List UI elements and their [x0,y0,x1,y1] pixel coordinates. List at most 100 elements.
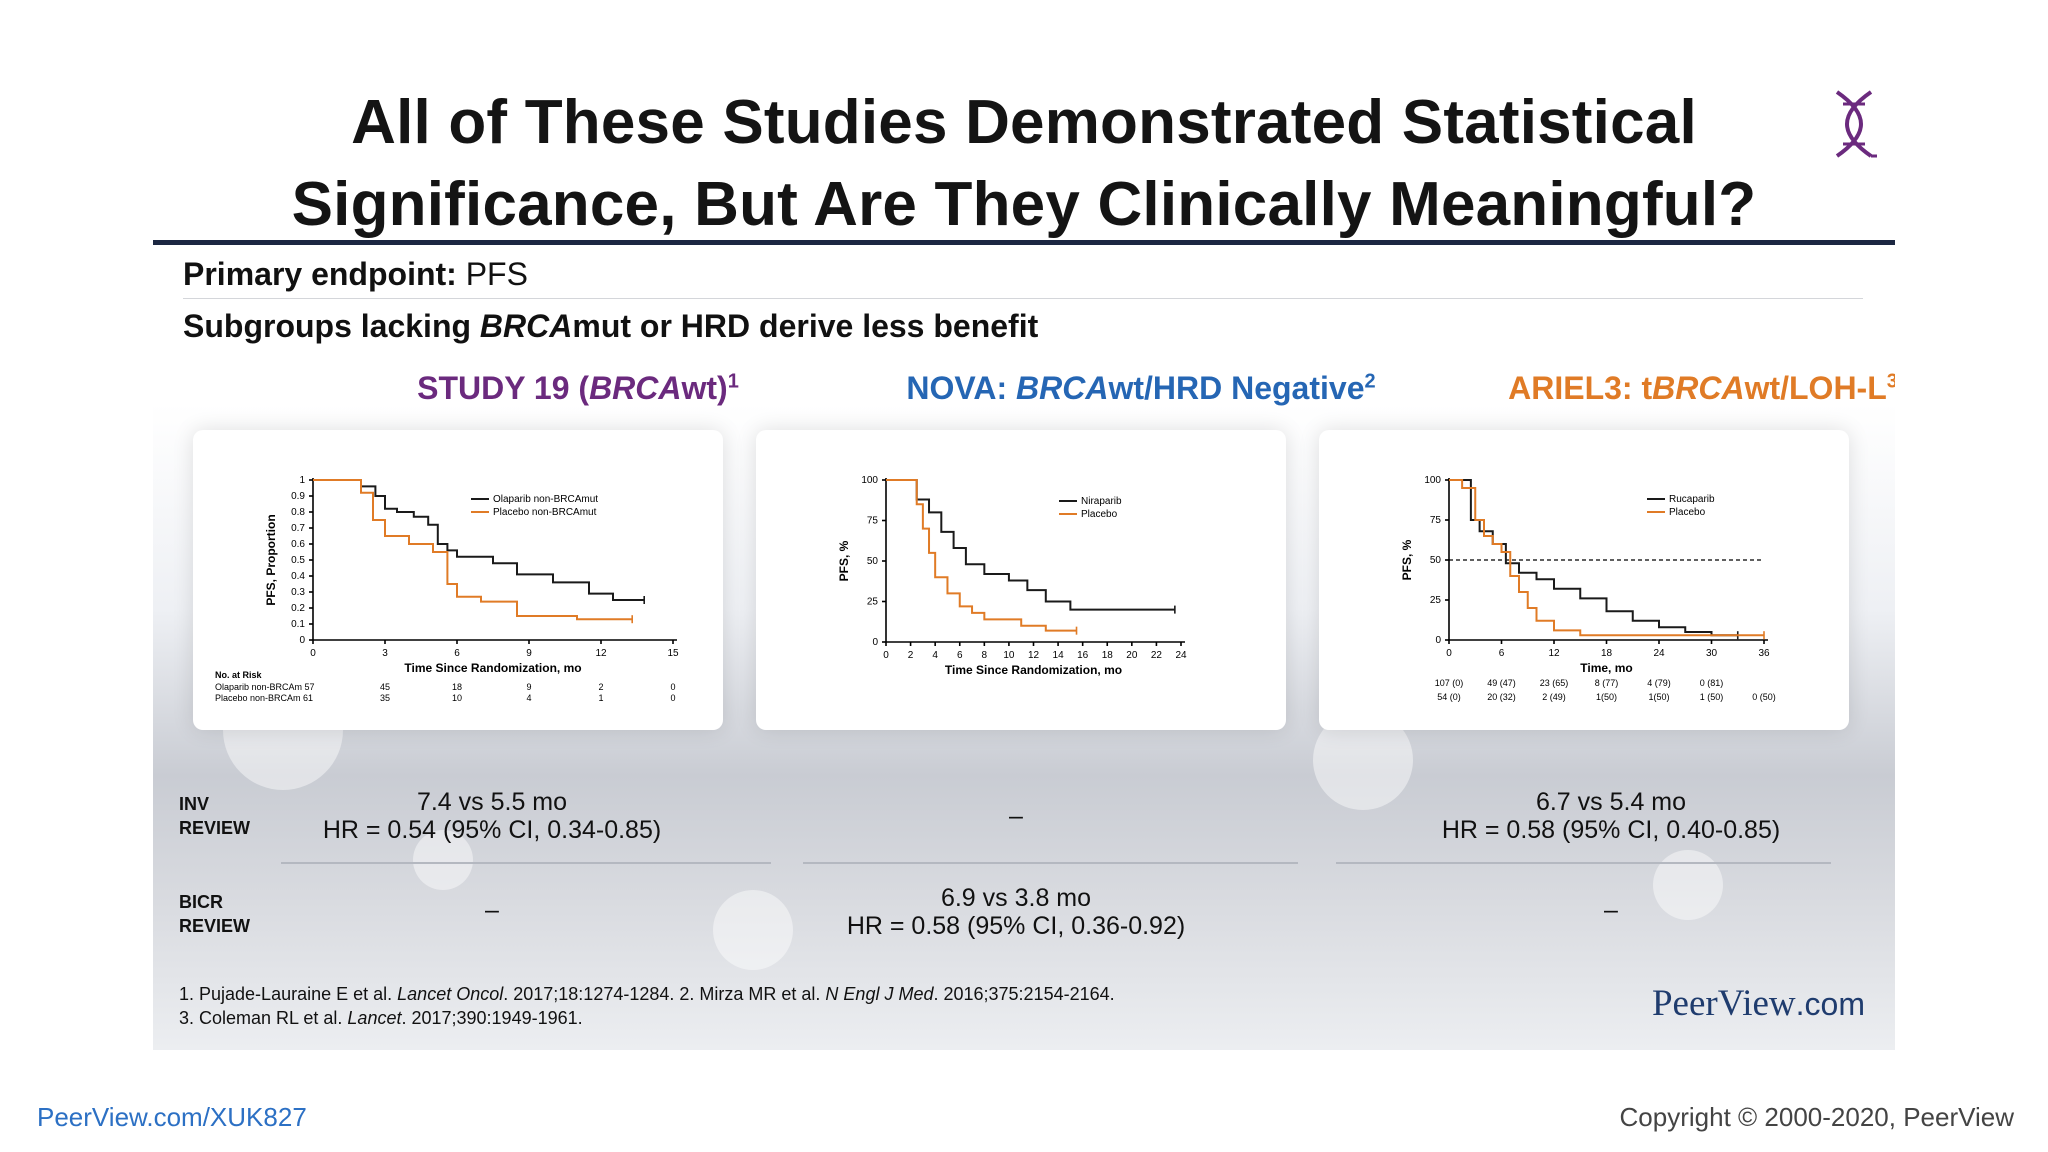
km-plot-study19: 0 3 6 9 12 1500.10.20.30.40.50.60.70.80.91Tim… [215,475,679,703]
risk-value: 0 (50) [1752,692,1776,702]
km-curve-rucaparib [1449,479,1738,637]
x-tick-label: 0 [1446,648,1452,659]
row-label-bicr-review: BICR REVIEW [179,892,251,936]
cell-bicr-nova: 6.9 vs 3.8 mo HR = 0.58 (95% CI, 0.36-0.… [846,884,1186,940]
row-divider [803,862,1298,864]
y-tick-label: 25 [1430,595,1442,606]
risk-value: 0 [670,693,675,703]
subgroup-text-italic: BRCA [479,308,573,344]
y-tick-label: 0.7 [291,523,305,534]
legend-label: Rucaparib [1669,494,1715,505]
risk-value: 54 (0) [1437,692,1461,702]
risk-value: 45 [380,682,390,692]
x-tick-label: 24 [1653,648,1665,659]
x-tick-label: 16 [1077,650,1089,661]
x-tick-label: 24 [1175,650,1187,661]
x-tick-label: 30 [1706,648,1718,659]
legend-label: Niraparib [1081,496,1122,507]
legend-label: Placebo [1669,507,1706,518]
x-tick-label: 10 [1003,650,1015,661]
risk-value: 9 [526,682,531,692]
y-tick-label: 0.6 [291,539,305,550]
primary-endpoint: Primary endpoint: PFS [183,256,528,293]
bokeh-decoration [413,830,473,890]
risk-value: 4 [526,693,531,703]
risk-value: 4 (79) [1647,678,1671,688]
km-curve-niraparib [886,479,1175,611]
x-tick-label: 8 [982,650,988,661]
title-rule [153,240,1895,245]
x-tick-label: 6 [957,650,963,661]
x-tick-label: 18 [1102,650,1114,661]
x-tick-label: 36 [1758,648,1770,659]
study-title-ariel3: ARIEL3: tBRCAwt/LOH-L3 [1508,370,1895,406]
slide-title: All of These Studies Demonstrated Statis… [291,88,1757,239]
x-tick-label: 6 [454,648,460,659]
subgroup-statement: Subgroups lacking BRCAmut or HRD derive … [183,308,1038,345]
risk-value: 18 [452,682,462,692]
risk-table-header: No. at Risk [215,670,263,680]
x-axis-label: Time Since Randomization, mo [404,661,581,675]
risk-value: 1 (50) [1700,692,1724,702]
x-tick-label: 2 [908,650,914,661]
y-tick-label: 0 [872,637,878,648]
y-axis-label: PFS, % [837,540,851,581]
program-link[interactable]: PeerView.com/XUK827 [37,1102,307,1132]
legend-label: Olaparib non-BRCAmut [493,494,598,505]
y-tick-label: 50 [1430,555,1442,566]
km-curve-olaparib-non-brcamut [313,479,645,601]
row-divider [281,862,771,864]
x-tick-label: 3 [382,648,388,659]
km-chart-nova: 0 2 4 6 8 10 12 14 16 18 20 22 24 0 25 50 75 100 Time Sinc… [756,430,1286,730]
x-tick-label: 22 [1151,650,1163,661]
km-curve-placebo [886,479,1077,632]
risk-row-label: Placebo non-BRCAm 61 [215,693,313,703]
risk-value: 8 (77) [1595,678,1619,688]
cell-bicr-study19: – [485,896,499,924]
y-tick-label: 75 [1430,515,1442,526]
x-tick-label: 9 [526,648,532,659]
subgroup-text-post: mut or HRD derive less benefit [572,308,1039,344]
reference-line-1: 1. Pujade-Lauraine E et al. Lancet Oncol… [179,984,1115,1004]
risk-value: 0 [670,682,675,692]
y-tick-label: 100 [1424,475,1441,486]
risk-value: 1 [598,693,603,703]
cell-inv-study19: 7.4 vs 5.5 mo HR = 0.54 (95% CI, 0.34-0.… [322,788,662,844]
study-title-nova: NOVA: BRCAwt/HRD Negative2 [906,370,1376,406]
risk-value: 1(50) [1648,692,1669,702]
risk-value: 0 (81) [1700,678,1724,688]
x-tick-label: 14 [1053,650,1065,661]
reference-line-2: 3. Coleman RL et al. Lancet. 2017;390:19… [179,1008,583,1028]
risk-value: 35 [380,693,390,703]
y-tick-label: 0.5 [291,555,305,566]
cell-inv-ariel3: 6.7 vs 5.4 mo HR = 0.58 (95% CI, 0.40-0.… [1441,788,1781,844]
y-tick-label: 100 [861,475,878,486]
cell-inv-nova: – [1009,802,1023,830]
y-tick-label: 25 [867,597,879,608]
primary-endpoint-label: Primary endpoint: [183,256,457,292]
x-tick-label: 18 [1601,648,1613,659]
x-tick-label: 12 [1548,648,1560,659]
risk-value: 1(50) [1596,692,1617,702]
y-tick-label: 0 [1435,635,1441,646]
risk-value: 107 (0) [1435,678,1464,688]
x-tick-label: 4 [932,650,938,661]
y-tick-label: 0.8 [291,507,305,518]
x-tick-label: 12 [1028,650,1040,661]
copyright-text: Copyright © 2000-2020, PeerView [1619,1102,2014,1132]
risk-value: 2 [598,682,603,692]
km-chart-study19: 0 3 6 9 12 15 0 0.1 0.2 0.3 0.4 0.5 0.6 0.7 0.8 0.9 1 Tim… [193,430,723,730]
risk-value: 23 (65) [1540,678,1569,688]
cell-bicr-ariel3: – [1604,896,1618,924]
y-tick-label: 0.9 [291,491,305,502]
peerview-logo: PeerView.com [1651,983,1865,1024]
x-tick-label: 0 [310,648,316,659]
x-axis-label: Time, mo [1580,661,1632,675]
bokeh-decoration [713,890,793,970]
y-tick-label: 75 [867,516,879,527]
y-tick-label: 0.2 [291,603,305,614]
x-tick-label: 20 [1126,650,1138,661]
risk-value: 10 [452,693,462,703]
y-tick-label: 1 [299,475,305,486]
